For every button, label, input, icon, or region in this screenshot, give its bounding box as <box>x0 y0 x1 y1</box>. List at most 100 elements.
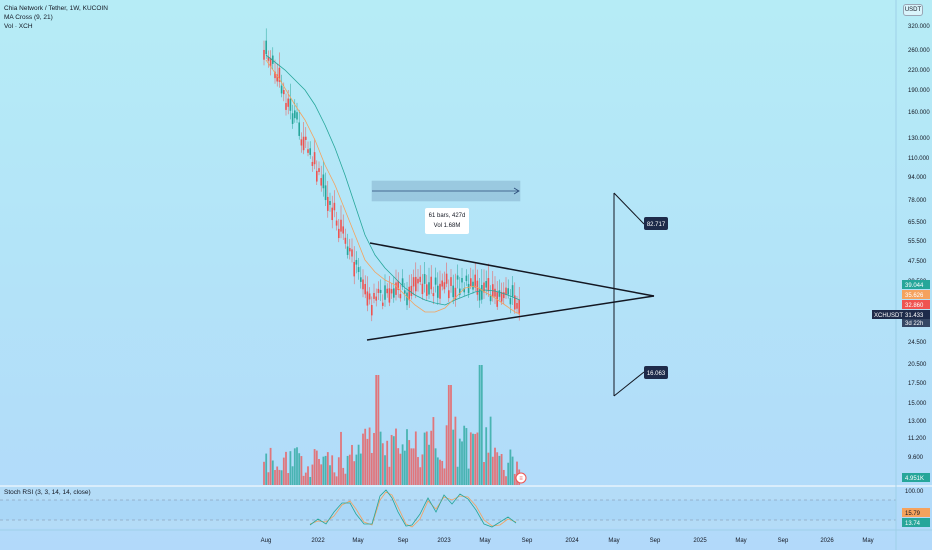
volume-bar <box>436 457 439 485</box>
candle-body <box>489 294 492 302</box>
candle-body <box>353 261 355 277</box>
candle-body <box>459 288 461 295</box>
volume-bar <box>309 476 312 485</box>
candle-body <box>498 290 501 297</box>
candle-body <box>371 304 373 316</box>
projection-down-leg[interactable] <box>613 371 645 397</box>
time-axis-label: May <box>608 538 619 544</box>
volume-bar <box>507 462 510 485</box>
candle-body <box>426 284 428 296</box>
time-axis-label: Sep <box>522 538 533 544</box>
time-axis-label: 2024 <box>565 538 579 544</box>
candle-body <box>452 285 454 298</box>
volume-bar <box>280 470 283 485</box>
volume-bar <box>412 448 415 485</box>
price-axis-label: 220.000 <box>908 68 930 74</box>
upper-target-tag[interactable] <box>644 217 668 230</box>
candle-body <box>461 277 463 283</box>
volume-bar <box>476 432 479 485</box>
volume-bar <box>452 429 455 485</box>
candle-body <box>272 55 274 64</box>
volume-bar <box>357 444 360 485</box>
volume-bar <box>458 438 461 485</box>
candle-body <box>331 207 333 221</box>
volume-bar <box>287 473 290 485</box>
candle-body <box>437 285 439 298</box>
rsi-d-tag <box>902 518 930 527</box>
volume-value: 4.951K <box>905 476 924 482</box>
measure-vol-text: Vol 1.68M <box>433 223 461 229</box>
candle-body <box>481 285 483 300</box>
volume-bar <box>318 458 320 485</box>
candle-body <box>329 201 331 205</box>
candle-body <box>291 113 294 124</box>
volume-bar <box>439 459 441 485</box>
volume-bar <box>344 473 347 485</box>
volume-bar <box>278 469 281 485</box>
candle-body <box>368 293 371 300</box>
volume-bar <box>388 466 391 485</box>
price-axis-label: 20.500 <box>908 362 927 368</box>
volume-tag <box>902 473 930 482</box>
volume-bar <box>485 427 488 485</box>
price-axis-label: 24.500 <box>908 340 927 346</box>
alert-icon[interactable] <box>515 472 527 484</box>
volume-bar <box>434 448 437 485</box>
candle-body <box>406 292 408 306</box>
volume-bar <box>263 461 265 485</box>
candle-body <box>428 282 430 295</box>
price-axis-label: 130.000 <box>908 136 930 142</box>
volume-bar <box>366 438 369 485</box>
arrow-head-icon <box>513 187 520 195</box>
symbol-title[interactable]: Chia Network / Tether, 1W, KUCOIN <box>4 5 108 12</box>
stoch-rsi-legend[interactable]: Stoch RSI (3, 3, 14, 14, close) <box>4 489 91 496</box>
volume-bar <box>271 460 274 485</box>
volume-bar <box>500 453 503 485</box>
volume-bar <box>414 431 417 485</box>
time-axis-label: 2023 <box>437 538 451 544</box>
candle-body <box>470 278 472 287</box>
volume-bar <box>447 385 450 485</box>
candle-body <box>487 278 490 292</box>
triangle-lower-trendline[interactable] <box>366 295 655 341</box>
candle-body <box>318 168 320 172</box>
projection-up-leg[interactable] <box>613 192 645 225</box>
volume-bar <box>428 444 430 485</box>
volume-bar <box>364 428 367 485</box>
candle-body <box>434 277 437 285</box>
volume-bar <box>483 462 485 485</box>
volume-bar <box>315 450 318 485</box>
lower-target-tag[interactable] <box>644 366 668 379</box>
price-axis[interactable]: 320.000 260.000 220.000 190.000 160.000 130.0… <box>908 24 930 461</box>
last-price-tag <box>902 300 930 309</box>
currency-button[interactable]: USDT <box>903 4 923 16</box>
time-axis[interactable]: Aug 2022 May Sep 2023 May Sep 2024 May Sep 2025 May… <box>261 538 874 544</box>
candle-body <box>278 67 281 82</box>
candle-body <box>289 98 292 111</box>
volume-bar <box>304 472 307 485</box>
volume-bar <box>359 453 362 485</box>
ma-cross-legend[interactable]: MA Cross (9, 21) <box>4 14 53 21</box>
candle-body <box>360 277 362 282</box>
rsi-band <box>0 500 896 520</box>
candle-body <box>419 276 421 282</box>
candle-body <box>283 90 285 95</box>
candle-body <box>324 185 327 201</box>
volume-bar <box>331 455 334 485</box>
volume-bar <box>265 453 268 485</box>
candle-body <box>311 161 314 166</box>
triangle-upper-trendline[interactable] <box>369 242 655 297</box>
price-axis-label: 94.000 <box>908 175 927 181</box>
volume-bars <box>263 365 521 485</box>
volume-bar <box>291 466 294 485</box>
volume-bar <box>298 453 301 485</box>
candle-body <box>300 139 303 146</box>
volume-legend[interactable]: Vol · XCH <box>4 23 33 30</box>
lower-target-text: 16.063 <box>647 371 666 377</box>
volume-bar <box>472 433 474 485</box>
volume-bar <box>368 427 371 485</box>
volume-bar <box>267 472 270 485</box>
volume-bar <box>362 433 364 485</box>
ma-slow-price: 39.044 <box>905 283 924 289</box>
